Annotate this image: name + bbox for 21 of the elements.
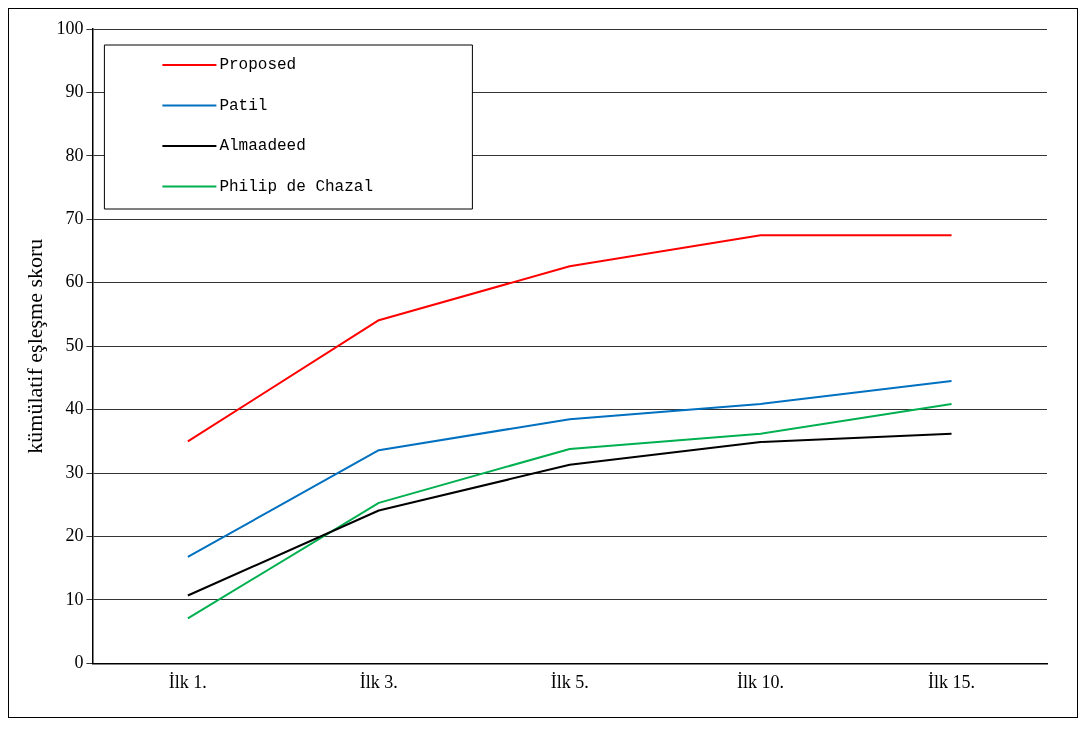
y-tick-label: 70 [65, 208, 84, 229]
y-tick-label: 80 [65, 144, 84, 165]
y-tick-label: 20 [65, 525, 84, 546]
y-tick-label: 30 [65, 461, 84, 482]
x-tick-label: İlk 3. [359, 671, 398, 692]
y-tick-label: 50 [65, 334, 84, 355]
y-tick-label: 10 [65, 588, 84, 609]
legend-label: Proposed [219, 56, 297, 75]
y-axis-title: kümülatif eşleşme skoru [21, 238, 47, 454]
x-tick-label: İlk 15. [928, 671, 976, 692]
x-tick-label: İlk 1. [168, 671, 207, 692]
y-tick-label: 100 [56, 17, 84, 38]
x-tick-label: İlk 10. [737, 671, 785, 692]
y-tick-label: 40 [65, 398, 84, 419]
y-tick-label: 60 [65, 271, 84, 292]
y-tick-label: 90 [65, 81, 84, 102]
legend-label: Philip de Chazal [219, 177, 374, 196]
legend-label: Patil [219, 96, 268, 115]
x-tick-label: İlk 5. [550, 671, 589, 692]
legend-label: Almaadeed [219, 137, 306, 156]
y-tick-label: 0 [74, 652, 84, 673]
